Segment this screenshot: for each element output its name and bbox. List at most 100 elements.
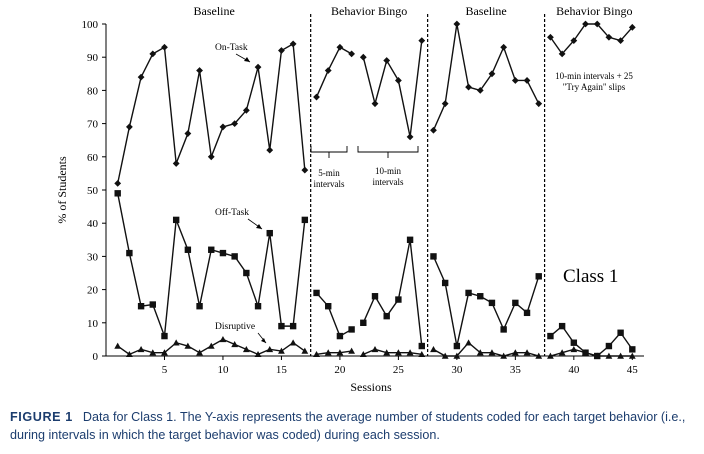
x-tick-label: 10 xyxy=(217,364,229,376)
disruptive-point xyxy=(488,349,496,356)
on-task-point xyxy=(371,100,379,108)
off-task-line xyxy=(362,239,423,347)
disruptive-point xyxy=(114,342,122,349)
on-task-arrowhead xyxy=(244,57,250,62)
on-task-point xyxy=(430,126,437,134)
off-task-point xyxy=(278,322,285,330)
off-task-point xyxy=(629,346,636,353)
off-task-point xyxy=(488,299,496,307)
disruptive-point xyxy=(242,345,250,353)
disruptive-point xyxy=(149,349,157,356)
off-task-point xyxy=(453,342,461,350)
off-task-point xyxy=(172,216,180,224)
x-tick-label: 45 xyxy=(627,364,639,376)
on-task-point xyxy=(137,73,145,81)
disruptive-line xyxy=(433,341,539,357)
y-tick-label: 70 xyxy=(87,119,99,131)
disruptive-arrowhead xyxy=(261,338,266,343)
off-task-label: Off-Task xyxy=(215,207,249,218)
off-task-point xyxy=(570,339,578,346)
phase-label: Baseline xyxy=(465,4,506,18)
on-task-point xyxy=(289,40,297,48)
on-task-point xyxy=(605,33,613,41)
disruptive-point xyxy=(430,345,437,353)
off-task-point xyxy=(231,253,238,260)
y-axis-title: % of Students xyxy=(55,156,69,224)
annotations: On-Task Off-Task Disruptive 5-min interv… xyxy=(215,43,633,344)
on-task-point xyxy=(242,106,250,114)
on-task-point xyxy=(278,47,285,54)
disruptive-point xyxy=(219,336,227,343)
on-task-point xyxy=(570,37,578,44)
disruptive-point xyxy=(511,349,519,356)
slips-label-1: 10-min intervals + 25 xyxy=(555,71,633,81)
off-task-point xyxy=(383,312,390,320)
x-axis-title: Sessions xyxy=(350,380,392,394)
series-layer xyxy=(114,20,636,360)
disruptive-point xyxy=(593,352,601,359)
off-task-point xyxy=(243,269,250,277)
figure-caption: FIGURE 1 Data for Class 1. The Y-axis rep… xyxy=(10,408,700,444)
x-tick-label: 25 xyxy=(393,364,405,376)
off-task-point xyxy=(360,319,367,326)
phase-labels: Baseline Behavior Bingo Baseline Behavior B… xyxy=(194,4,633,18)
off-task-point xyxy=(313,289,320,297)
y-tick-label: 60 xyxy=(87,152,99,164)
on-task-label: On-Task xyxy=(215,43,248,53)
phase-label: Behavior Bingo xyxy=(331,4,407,18)
off-task-point xyxy=(535,273,542,280)
off-task-point xyxy=(266,229,273,237)
class-label: Class 1 xyxy=(563,266,618,287)
disruptive-point xyxy=(558,349,566,356)
disruptive-point xyxy=(125,350,133,358)
off-task-point xyxy=(418,342,425,350)
on-task-point xyxy=(301,166,309,174)
on-task-point xyxy=(184,130,192,137)
off-task-point xyxy=(336,332,344,340)
disruptive-point xyxy=(605,352,613,359)
disruptive-point xyxy=(172,339,180,346)
disruptive-point xyxy=(383,349,391,356)
on-task-point xyxy=(582,20,589,28)
off-task-point xyxy=(301,216,309,224)
line-chart: 0 10 20 30 40 50 60 70 80 90 100 5 10 15 20 25 30 35 40 45 S… xyxy=(55,4,644,394)
off-task-point xyxy=(371,293,379,300)
on-task-point xyxy=(125,123,133,131)
off-task-point xyxy=(441,279,449,287)
off-task-point xyxy=(114,190,121,197)
on-task-point xyxy=(149,50,157,58)
off-task-point xyxy=(184,246,192,253)
disruptive-point xyxy=(207,342,215,349)
y-tick-label: 40 xyxy=(87,218,99,230)
disruptive-point xyxy=(465,339,472,346)
on-task-point xyxy=(254,63,262,71)
on-task-point xyxy=(453,20,461,28)
y-tick-label: 30 xyxy=(87,251,99,263)
on-task-point xyxy=(266,146,274,154)
off-task-point xyxy=(523,309,531,317)
off-task-point xyxy=(208,246,215,253)
on-task-point xyxy=(348,50,356,58)
disruptive-point xyxy=(441,352,449,359)
x-tick-label: 20 xyxy=(334,364,346,376)
series-on-task xyxy=(114,20,636,187)
off-task-point xyxy=(348,326,355,333)
y-tick-label: 80 xyxy=(87,85,99,97)
on-task-line xyxy=(117,42,306,184)
y-tick-label: 90 xyxy=(87,52,99,64)
off-task-point xyxy=(558,322,566,330)
disruptive-point xyxy=(137,345,145,353)
on-task-point xyxy=(219,123,227,131)
off-task-line xyxy=(315,292,352,338)
figure-number: FIGURE 1 xyxy=(10,410,73,424)
phase-label: Behavior Bingo xyxy=(556,4,632,18)
five-min-label-2: intervals xyxy=(314,179,345,189)
on-task-point xyxy=(313,93,320,101)
off-task-point xyxy=(512,299,519,307)
off-task-point xyxy=(617,329,624,336)
disruptive-point xyxy=(324,349,332,356)
disruptive-point xyxy=(266,345,274,353)
on-task-line xyxy=(432,23,540,131)
off-task-point xyxy=(149,301,156,308)
off-task-arrowhead xyxy=(256,224,262,229)
